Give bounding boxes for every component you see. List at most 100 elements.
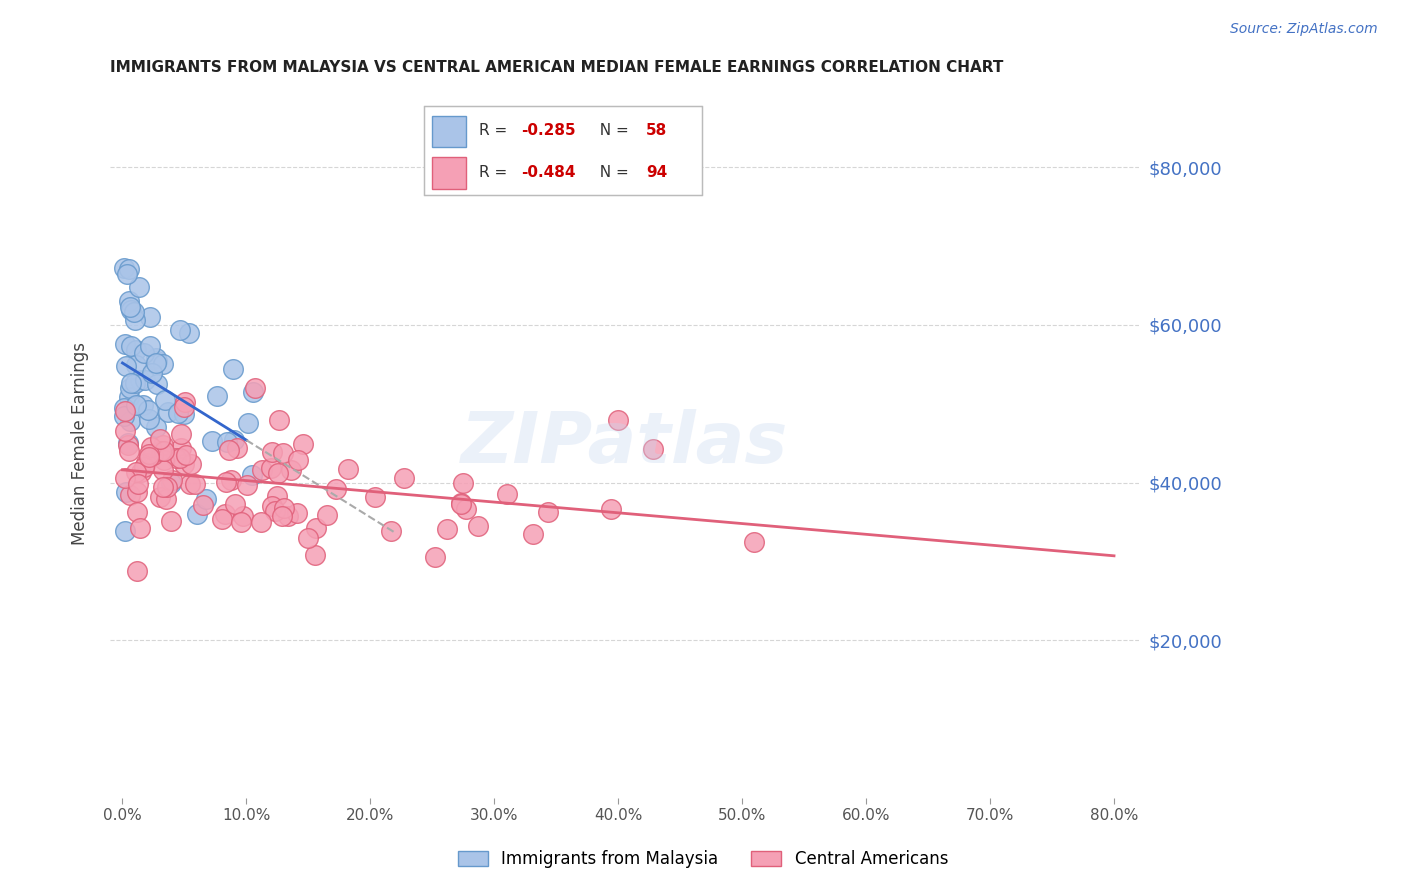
Point <box>146 377 169 392</box>
Point <box>112 261 135 276</box>
Point <box>162 473 184 487</box>
Point <box>112 401 135 415</box>
Point <box>132 398 155 412</box>
Point <box>201 434 224 449</box>
Point <box>173 400 195 414</box>
Point <box>450 496 472 510</box>
Point <box>145 356 167 370</box>
Point <box>129 374 152 388</box>
Point <box>266 489 288 503</box>
Point <box>152 357 174 371</box>
Point <box>240 467 263 482</box>
Point <box>114 336 136 351</box>
Point <box>138 450 160 465</box>
Point <box>149 444 172 458</box>
Point <box>122 305 145 319</box>
Point <box>138 411 160 425</box>
Point <box>177 326 200 340</box>
Point <box>214 507 236 521</box>
Point <box>173 394 195 409</box>
Point <box>125 343 148 358</box>
Point <box>155 392 177 407</box>
Point <box>287 453 309 467</box>
Point <box>152 463 174 477</box>
Point <box>138 447 160 461</box>
Text: Source: ZipAtlas.com: Source: ZipAtlas.com <box>1230 22 1378 37</box>
Point <box>115 484 138 499</box>
Point <box>186 507 208 521</box>
Point <box>191 498 214 512</box>
Point <box>118 262 141 277</box>
Point <box>184 476 207 491</box>
Point <box>127 564 149 578</box>
Point <box>124 312 146 326</box>
Point <box>117 435 139 450</box>
Point <box>139 310 162 324</box>
Point <box>114 471 136 485</box>
Point <box>380 524 402 538</box>
Point <box>129 521 152 535</box>
Point <box>114 524 136 538</box>
Point <box>537 505 560 519</box>
Point <box>260 500 283 514</box>
Point <box>155 492 177 507</box>
Point <box>112 409 135 423</box>
Point <box>222 361 245 376</box>
Point <box>423 550 446 565</box>
Point <box>156 480 179 494</box>
Point <box>436 522 458 536</box>
Point <box>224 434 246 448</box>
Text: IMMIGRANTS FROM MALAYSIA VS CENTRAL AMERICAN MEDIAN FEMALE EARNINGS CORRELATION : IMMIGRANTS FROM MALAYSIA VS CENTRAL AMER… <box>110 60 1004 75</box>
Point <box>124 376 146 390</box>
Point <box>125 505 148 519</box>
Point <box>179 476 201 491</box>
Point <box>245 381 267 395</box>
Point <box>336 461 359 475</box>
Point <box>325 482 347 496</box>
Point <box>229 515 252 529</box>
Point <box>118 390 141 404</box>
Point <box>173 408 195 422</box>
Point <box>607 412 630 426</box>
Point <box>250 516 273 530</box>
Point <box>160 514 183 528</box>
Point <box>134 373 156 387</box>
Point <box>120 300 142 314</box>
Point <box>451 475 474 490</box>
Point <box>496 487 519 501</box>
Point <box>141 366 163 380</box>
Point <box>271 446 294 460</box>
Point <box>120 376 142 391</box>
Point <box>139 440 162 454</box>
Point <box>169 323 191 337</box>
Point <box>364 490 387 504</box>
Point <box>157 405 180 419</box>
Point <box>260 461 283 475</box>
Point <box>224 497 246 511</box>
Point <box>170 427 193 442</box>
Point <box>167 406 190 420</box>
Point <box>149 432 172 446</box>
Point <box>450 497 472 511</box>
Point <box>599 502 621 516</box>
Point <box>152 443 174 458</box>
Point <box>270 509 292 524</box>
Point <box>522 527 544 541</box>
Point <box>742 534 765 549</box>
Point <box>117 267 139 281</box>
Point <box>120 303 142 318</box>
Point <box>134 460 156 475</box>
Point <box>195 492 218 507</box>
Y-axis label: Median Female Earnings: Median Female Earnings <box>72 342 89 545</box>
Point <box>132 345 155 359</box>
Point <box>125 398 148 412</box>
Point <box>211 512 233 526</box>
Point <box>236 477 259 491</box>
Point <box>165 451 187 466</box>
Point <box>169 450 191 465</box>
Point <box>160 475 183 490</box>
Point <box>135 456 157 470</box>
Point <box>120 339 142 353</box>
Point <box>207 389 229 403</box>
Point <box>131 465 153 479</box>
